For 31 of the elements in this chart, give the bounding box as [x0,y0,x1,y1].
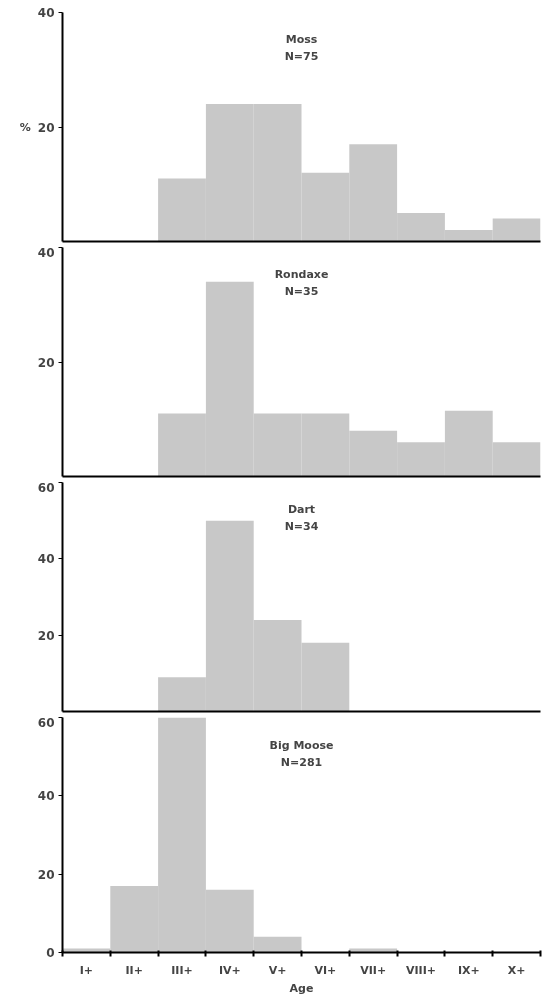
x-axis-title: Age [289,981,314,995]
x-tick-label: VIII+ [406,963,437,977]
text: N=281 [280,755,323,769]
x-tick-label: IV+ [218,963,241,977]
text: Moss [285,33,318,47]
x-tick-label: VII+ [360,963,387,977]
y-tick-label: 40 [37,552,55,567]
y-tick-label: 40 [37,6,55,20]
text: N=75 [284,49,319,63]
x-tick-label: II+ [125,963,143,977]
y-tick-label: 40 [37,245,55,260]
y-tick-label: 0 [46,946,55,960]
y-tick-label: 40 [37,789,55,804]
y-tick-label: 20 [37,867,55,882]
y-tick-label: 20 [37,628,55,643]
text: Big Moose [269,739,334,753]
text: N=34 [284,519,319,533]
y-tick-label: 20 [37,120,55,135]
y-tick-label: 60 [37,715,55,730]
y-axis-title: % [19,120,31,134]
x-tick-label: III+ [171,963,193,977]
x-tick-label: I+ [79,963,94,977]
x-tick-label: IX+ [457,963,480,977]
y-tick-label: 60 [37,480,55,495]
text: Dart [287,503,316,517]
x-tick-label: V+ [268,963,287,977]
x-tick-label: VI+ [314,963,337,977]
y-tick-label: 20 [37,355,55,370]
text: Rondaxe [274,268,329,282]
text: N=35 [284,284,319,298]
x-tick-label: X+ [507,963,526,977]
